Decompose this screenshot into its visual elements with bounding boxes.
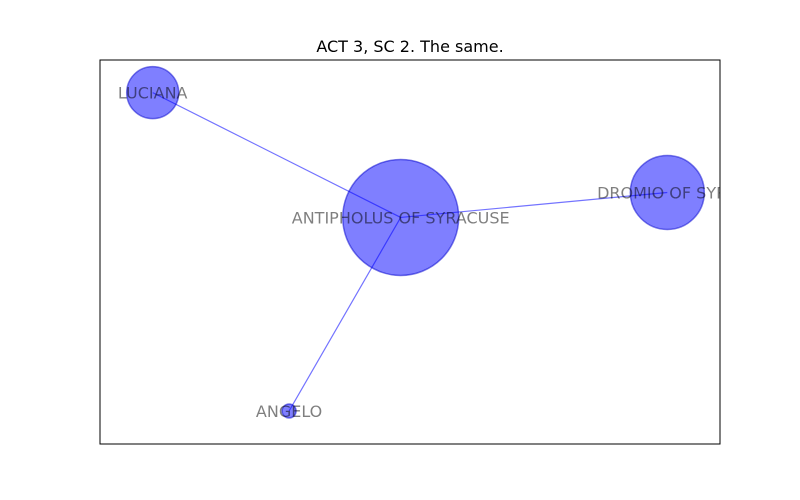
node-label-dromio: DROMIO OF SYRA: [597, 183, 738, 202]
node-label-antipholus: ANTIPHOLUS OF SYRACUSE: [292, 208, 510, 227]
chart-title: ACT 3, SC 2. The same.: [316, 37, 503, 56]
node-dromio: [629, 154, 706, 231]
node-luciana: [125, 65, 180, 120]
node-label-angelo: ANGELO: [256, 402, 322, 421]
node-angelo: [281, 403, 297, 419]
node-label-luciana: LUCIANA: [118, 84, 188, 103]
plot-frame: [99, 59, 721, 445]
node-antipholus: [341, 158, 460, 277]
nodes-layer: [125, 65, 706, 419]
labels-layer: ANTIPHOLUS OF SYRACUSE LUCIANA DROMIO OF S…: [118, 84, 738, 421]
